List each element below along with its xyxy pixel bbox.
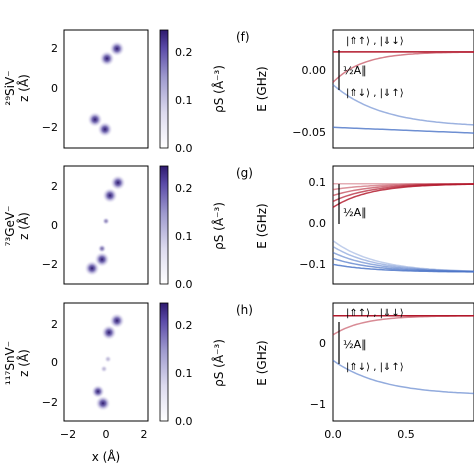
- colorbar: [159, 302, 169, 422]
- colorbar: [159, 165, 169, 285]
- bracket-label: ½A∥: [343, 206, 367, 219]
- panel-label-h: (h): [236, 303, 253, 317]
- density-blob: [109, 312, 125, 329]
- colorbar-label: ρS (Å⁻³): [211, 202, 226, 250]
- energy-ylabel-row-3: E (GHz): [255, 340, 269, 385]
- density-blob: [87, 111, 103, 128]
- energy-ytick: 0: [319, 337, 326, 350]
- energy-plot-row-2: 0.1 0.0 −0.1 ½A∥: [299, 165, 474, 285]
- colorbar: [159, 29, 169, 149]
- heatmap-ytick: 2: [51, 180, 58, 193]
- energy-level-curve: [332, 359, 474, 395]
- energy-ylabel-row-1: E (GHz): [255, 66, 269, 111]
- row-h: ¹¹⁷SnV⁻ z (Å) 2 0 −2 −2 0 2 x (Å) 0.2 0.…: [3, 302, 474, 464]
- density-blob: [97, 121, 113, 138]
- colorbar-tick: 0.2: [175, 319, 193, 332]
- colorbar-tick: 0.0: [175, 278, 193, 291]
- heatmap-ylabel-row-2: z (Å): [16, 212, 31, 240]
- heatmap-xtick: 2: [141, 428, 148, 441]
- heatmap-ytick: 2: [51, 318, 58, 331]
- density-blob: [84, 260, 100, 277]
- energy-plot-row-3: 0 −1 |⇑↑⟩ , |⇓↓⟩ |⇑↓⟩ , |⇓↑⟩ ½A∥ 0.0 0.5: [310, 302, 474, 441]
- density-blob: [91, 384, 105, 399]
- heatmap-xtick: 0: [103, 428, 110, 441]
- colorbar-tick: 0.1: [175, 230, 193, 243]
- colorbar-row-1: 0.2 0.1 0.0 ρS (Å⁻³): [159, 29, 226, 155]
- colorbar-label: ρS (Å⁻³): [211, 339, 226, 387]
- colorbar-tick: 0.1: [175, 367, 193, 380]
- colorbar-tick: 0.2: [175, 46, 193, 59]
- panel-label-f: (f): [236, 30, 250, 44]
- energy-xtick: 0.5: [397, 428, 415, 441]
- density-blob: [100, 364, 108, 373]
- heatmap-ytick: −2: [42, 121, 58, 134]
- heatmap-ylabel-row-1: z (Å): [16, 74, 31, 102]
- colorbar-tick: 0.2: [175, 182, 193, 195]
- energy-ytick: −0.1: [299, 258, 326, 271]
- energy-ylabel-row-2: E (GHz): [255, 203, 269, 248]
- heatmap-ytick: 0: [51, 356, 58, 369]
- bracket-label: ½A∥: [343, 338, 367, 351]
- heatmap-ytick: −2: [42, 396, 58, 409]
- isotope-label-row-2: ⁷³GeV⁻: [3, 206, 17, 247]
- heatmap-ytick: 2: [51, 42, 58, 55]
- heatmap-row-1: 2 0 −2: [42, 29, 149, 149]
- colorbar-label: ρS (Å⁻³): [211, 65, 226, 113]
- energy-ytick: −1: [310, 398, 326, 411]
- energy-frame: [332, 302, 474, 422]
- panel-label-g: (g): [236, 166, 253, 180]
- energy-level-curve: [332, 263, 474, 273]
- heatmap-ylabel-row-3: z (Å): [16, 349, 31, 377]
- energy-level-curve: [332, 84, 474, 126]
- state-label-bottom: |⇑↓⟩ , |⇓↑⟩: [346, 88, 404, 99]
- colorbar-row-3: 0.2 0.1 0.0 ρS (Å⁻³): [159, 302, 226, 428]
- density-blob: [109, 40, 125, 57]
- density-blob: [102, 187, 118, 204]
- energy-level-curve: [332, 51, 474, 83]
- colorbar-row-2: 0.2 0.1 0.0 ρS (Å⁻³): [159, 165, 226, 291]
- colorbar-tick: 0.0: [175, 415, 193, 428]
- state-label-top: |⇑↑⟩ , |⇓↓⟩: [346, 308, 404, 319]
- heatmap-ytick: −2: [42, 258, 58, 271]
- bracket-label: ½A∥: [343, 64, 367, 77]
- state-label-bottom: |⇑↓⟩ , |⇓↑⟩: [346, 362, 404, 373]
- heatmap-row-2: 2 0 −2: [42, 165, 149, 285]
- energy-level-curve: [332, 240, 474, 272]
- isotope-label-row-1: ²⁹SiV⁻: [3, 70, 17, 105]
- isotope-label-row-3: ¹¹⁷SnV⁻: [3, 341, 17, 385]
- energy-ytick: 0.1: [309, 176, 327, 189]
- energy-xtick: 0.0: [324, 428, 342, 441]
- heatmap-row-3: 2 0 −2 −2 0 2 x (Å): [42, 302, 149, 464]
- energy-level-curve: [332, 126, 474, 134]
- energy-ytick: 0.00: [302, 64, 327, 77]
- colorbar-tick: 0.1: [175, 94, 193, 107]
- density-blob: [104, 355, 112, 364]
- row-f: ²⁹SiV⁻ z (Å) 2 0 −2 0.2 0.1 0.0 ρS (Å⁻³)…: [3, 29, 474, 155]
- heatmap-xlabel: x (Å): [92, 449, 121, 464]
- density-blob: [99, 50, 115, 67]
- state-label-top: |⇑↑⟩ , |⇓↓⟩: [346, 36, 404, 47]
- density-blob: [97, 244, 107, 254]
- density-blob: [110, 174, 126, 191]
- heatmap-xtick: −2: [60, 428, 76, 441]
- heatmap-ytick: 0: [51, 82, 58, 95]
- energy-level-curve: [332, 183, 474, 208]
- density-blob: [102, 217, 110, 226]
- density-blob: [95, 395, 111, 412]
- density-blob: [101, 324, 117, 341]
- row-g: ⁷³GeV⁻ z (Å) 2 0 −2 0.2 0.1 0.0 ρS (Å⁻³)…: [3, 165, 474, 291]
- heatmap-ytick: 0: [51, 219, 58, 232]
- energy-plot-row-1: 0.00 −0.05 |⇑↑⟩ , |⇓↓⟩ |⇑↓⟩ , |⇓↑⟩ ½A∥: [292, 29, 474, 149]
- energy-ytick: −0.05: [292, 126, 326, 139]
- energy-ytick: 0.0: [309, 217, 327, 230]
- energy-level-curve: [332, 315, 474, 336]
- colorbar-tick: 0.0: [175, 142, 193, 155]
